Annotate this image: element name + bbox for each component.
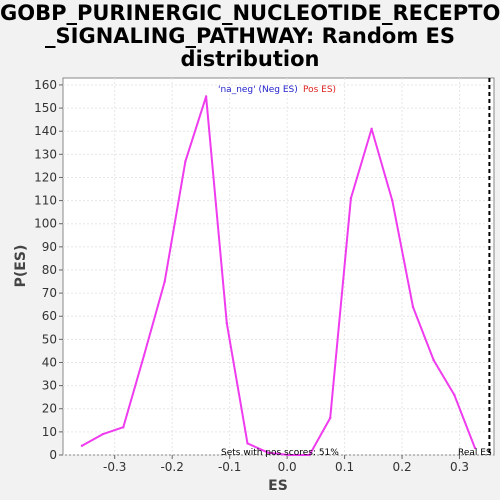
- series-point: [287, 453, 291, 457]
- y-tick-label: 100: [34, 217, 57, 231]
- series-point: [391, 199, 394, 202]
- chart-title-line-1: GOBP_PURINERGIC_NUCLEOTIDE_RECEPTOR: [0, 1, 500, 25]
- chart-title-line-2: _SIGNALING_PATHWAY: Random ES: [45, 24, 455, 48]
- y-tick-label: 10: [42, 425, 57, 439]
- y-tick-label: 0: [49, 448, 57, 462]
- chart-title: GOBP_PURINERGIC_NUCLEOTIDE_RECEPTOR _SIG…: [0, 2, 500, 71]
- y-tick-label: 80: [42, 263, 57, 277]
- series-point: [370, 127, 373, 131]
- pos-es-label: Pos ES): [303, 85, 336, 95]
- series-point: [204, 95, 208, 98]
- series-point: [142, 354, 146, 357]
- plot-area: [62, 77, 495, 456]
- x-axis-ticks: -0.3 -0.2 -0.1 0.0 0.1 0.2 0.3: [103, 455, 469, 474]
- series-point: [101, 432, 104, 436]
- chart-title-line-3: distribution: [180, 47, 320, 71]
- y-axis-title: P(ES): [13, 245, 29, 288]
- series-point: [453, 393, 456, 397]
- y-tick-label: 30: [42, 379, 57, 393]
- series-point: [473, 446, 477, 450]
- x-tick-label: 0.2: [393, 460, 412, 474]
- series-point: [122, 426, 125, 429]
- y-tick-label: 70: [42, 286, 57, 300]
- neg-es-label: 'na_neg' (Neg ES): [218, 85, 298, 95]
- y-tick-label: 60: [42, 309, 57, 323]
- pos-scores-note: Sets with pos scores: 51%: [221, 448, 339, 458]
- series-point: [246, 442, 249, 445]
- series-points: [80, 95, 477, 457]
- x-tick-label: 0.1: [335, 460, 354, 474]
- y-tick-label: 150: [34, 101, 57, 115]
- series-point: [163, 280, 166, 283]
- x-tick-label: -0.3: [103, 460, 126, 474]
- series-point: [432, 358, 435, 362]
- series-point: [329, 416, 332, 420]
- y-tick-label: 90: [42, 240, 57, 254]
- series-point: [80, 444, 84, 447]
- y-tick-label: 110: [34, 194, 57, 208]
- y-tick-label: 40: [42, 355, 57, 369]
- y-tick-label: 130: [34, 147, 57, 161]
- y-tick-label: 20: [42, 402, 57, 416]
- series-point: [266, 451, 270, 454]
- x-tick-label: -0.2: [160, 460, 183, 474]
- series-line: [81, 95, 476, 456]
- y-tick-label: 50: [42, 332, 57, 346]
- x-tick-label: -0.1: [218, 460, 241, 474]
- real-es-label: Real ES: [458, 448, 492, 458]
- x-axis-title: ES: [268, 478, 288, 494]
- y-axis-ticks: 0 10 20 30 40 50 60 70 80 90 100 110 120 130 140 150 160: [34, 78, 63, 462]
- y-tick-label: 160: [34, 78, 57, 92]
- series-point: [349, 197, 353, 200]
- y-tick-label: 120: [34, 170, 57, 184]
- series-point: [225, 321, 228, 325]
- x-tick-label: 0.3: [450, 460, 469, 474]
- series-point: [411, 305, 415, 309]
- x-tick-label: 0.0: [278, 460, 297, 474]
- y-tick-label: 140: [34, 124, 57, 138]
- series-point: [308, 453, 311, 457]
- series-point: [184, 160, 187, 163]
